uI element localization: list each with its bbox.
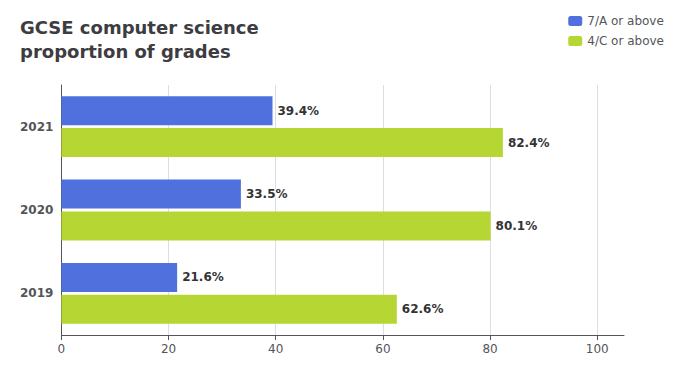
svg-text:2019: 2019 — [20, 286, 53, 300]
svg-text:2021: 2021 — [20, 120, 53, 134]
svg-text:60: 60 — [375, 342, 390, 356]
svg-text:82.4%: 82.4% — [508, 136, 550, 150]
svg-text:7/A or above: 7/A or above — [587, 14, 664, 28]
svg-text:80: 80 — [482, 342, 497, 356]
svg-text:20: 20 — [161, 342, 176, 356]
svg-text:2020: 2020 — [20, 203, 53, 217]
svg-text:40: 40 — [268, 342, 283, 356]
svg-text:62.6%: 62.6% — [402, 302, 444, 316]
svg-text:4/C or above: 4/C or above — [587, 34, 664, 48]
svg-text:33.5%: 33.5% — [246, 187, 288, 201]
svg-text:100: 100 — [586, 342, 609, 356]
svg-text:80.1%: 80.1% — [496, 219, 538, 233]
svg-text:21.6%: 21.6% — [182, 270, 224, 284]
svg-text:proportion of grades: proportion of grades — [20, 41, 231, 62]
svg-text:39.4%: 39.4% — [278, 104, 320, 118]
svg-text:0: 0 — [58, 342, 66, 356]
svg-text:GCSE computer science: GCSE computer science — [20, 17, 259, 38]
